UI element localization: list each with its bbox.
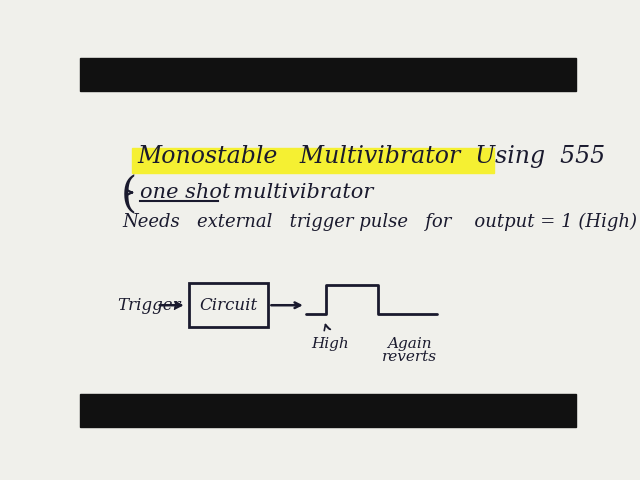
Text: reverts: reverts	[382, 349, 437, 363]
Text: (: (	[121, 174, 137, 216]
Bar	[189, 283, 269, 327]
Text: multivibrator: multivibrator	[220, 183, 374, 202]
Text: High: High	[312, 336, 349, 351]
Text: Trigger: Trigger	[117, 297, 181, 314]
Bar	[80, 394, 576, 427]
Text: Circuit: Circuit	[200, 297, 258, 314]
Bar	[80, 58, 576, 91]
Text: Needs   external   trigger pulse   for    output = 1 (High): Needs external trigger pulse for output …	[122, 213, 637, 231]
Bar	[132, 148, 494, 173]
Text: Monostable   Multivibrator  Using  555: Monostable Multivibrator Using 555	[137, 145, 605, 168]
Text: Again: Again	[388, 336, 432, 351]
Text: one shot: one shot	[140, 183, 230, 202]
